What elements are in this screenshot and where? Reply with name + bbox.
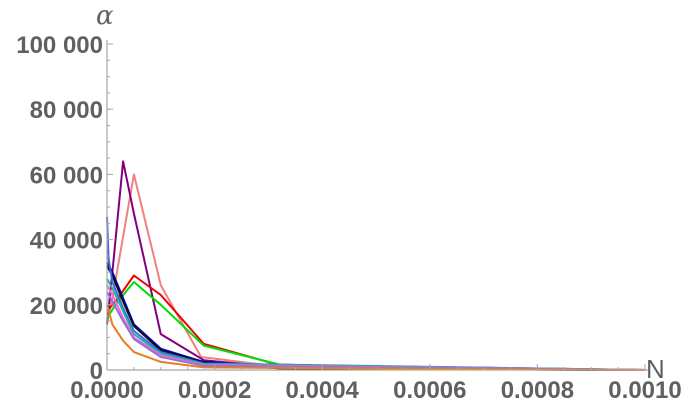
x-tick-label: 0.0006 [393, 377, 466, 404]
series-line-3 [106, 274, 646, 371]
x-tick-label: 0.0000 [70, 377, 143, 404]
y-tick-label: 40 000 [30, 228, 103, 255]
x-tick-label: 0.0004 [285, 377, 359, 404]
y-tick-label: 20 000 [30, 293, 103, 320]
y-tick-label: 80 000 [30, 97, 103, 124]
x-axis-title: N [646, 354, 665, 384]
series-line-7 [106, 216, 646, 371]
y-tick-label: 0 [90, 358, 103, 385]
tick-group: 0.0000 0.0002 0.0004 0.0006 0.0008 0.0010 0 20 … [16, 32, 681, 404]
series-line-2 [106, 160, 646, 371]
y-axis-title: α [96, 1, 114, 31]
y-tick-label: 60 000 [30, 162, 103, 189]
series-line-10 [106, 291, 646, 371]
series-line-6 [106, 265, 646, 371]
series-line-5 [106, 261, 646, 371]
series-line-1 [106, 173, 646, 371]
y-tick-label: 100 000 [16, 32, 103, 59]
x-tick-label: 0.0008 [501, 377, 574, 404]
x-tick-label: 0.0002 [178, 377, 251, 404]
x-tick-label: 0.0010 [608, 377, 681, 404]
series-group [106, 160, 646, 371]
series-line-11 [106, 304, 646, 371]
